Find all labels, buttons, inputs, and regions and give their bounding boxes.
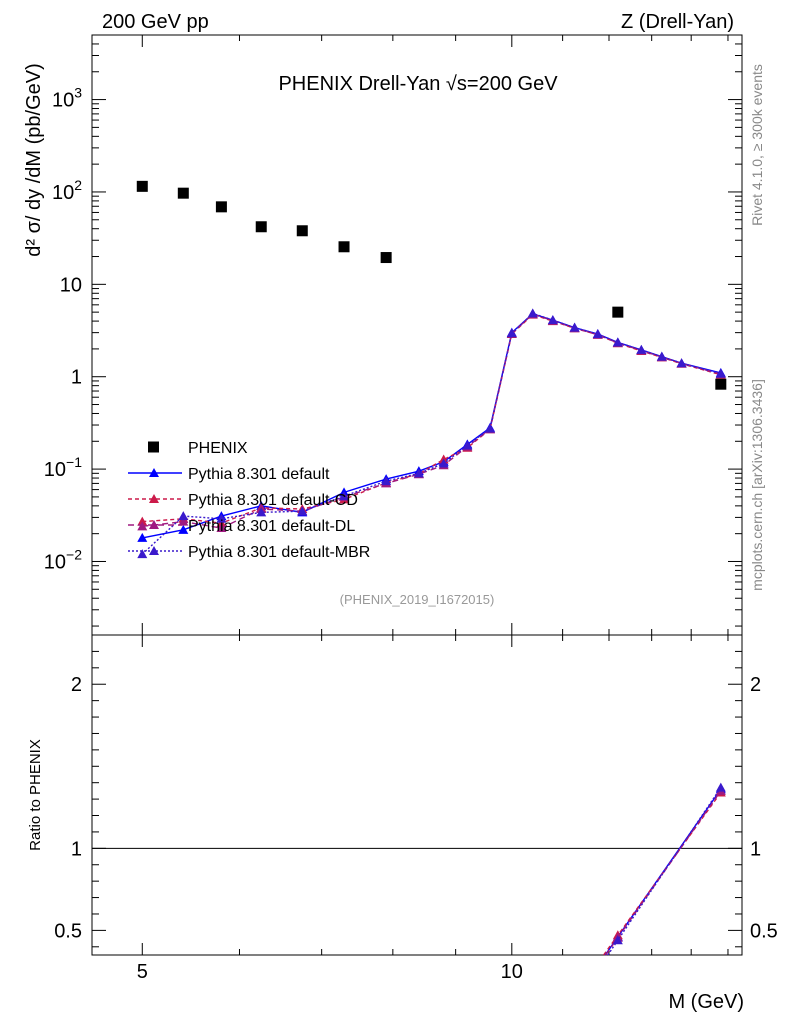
- phenix-data-marker: [215, 201, 227, 213]
- mc-series-marker: [178, 524, 189, 534]
- ratio-tick-label-left: 0.5: [54, 920, 82, 942]
- legend-label: Pythia 8.301 default-DL: [188, 518, 355, 535]
- legend-marker: [149, 494, 159, 503]
- mc-series-marker: [216, 513, 227, 523]
- legend-label: Pythia 8.301 default: [188, 466, 330, 483]
- y-tick-base: 10: [44, 551, 66, 573]
- legend-label: PHENIX: [188, 440, 248, 457]
- ratio-y-axis-label: Ratio to PHENIX: [27, 739, 44, 851]
- plot-title-prefix: PHENIX Drell-Yan: [278, 73, 445, 95]
- analysis-tag: (PHENIX_2019_I1672015): [340, 592, 495, 607]
- mc-series-marker: [178, 516, 189, 526]
- mc-series-marker: [413, 468, 424, 478]
- phenix-data-marker: [338, 241, 350, 253]
- mc-series-marker: [297, 506, 308, 516]
- header-process-label: Z (Drell-Yan): [621, 11, 734, 33]
- mc-series-marker: [547, 315, 558, 325]
- mc-series-marker: [216, 523, 227, 533]
- mc-series-marker: [137, 516, 148, 526]
- mc-series-marker: [676, 358, 687, 368]
- ratio-axis-ticks: 0.5 0.5 1 1 2 2: [54, 650, 778, 948]
- ratio-series-marker: [612, 935, 623, 945]
- mc-series-marker: [438, 458, 449, 468]
- phenix-data-marker: [612, 306, 624, 318]
- legend-marker: [149, 468, 159, 477]
- mc-series-marker: [656, 351, 667, 361]
- legend-label: Pythia 8.301 default-CD: [188, 492, 358, 509]
- mc-series-marker: [462, 440, 473, 450]
- y-tick-exponent: 2: [74, 177, 82, 193]
- plot-title-suffix: =200 GeV: [467, 73, 558, 95]
- y-axis-label: d² σ/ dy /dM (pb/GeV): [23, 63, 45, 257]
- phenix-data-marker: [136, 180, 148, 192]
- mc-series-marker: [137, 549, 148, 559]
- mc-series-marker: [715, 368, 726, 378]
- rivet-version-label: Rivet 4.1.0, ≥ 300k events: [749, 64, 765, 226]
- mc-series-marker: [569, 322, 580, 332]
- mc-series-marker: [381, 476, 392, 486]
- y-tick-base: 1: [71, 367, 82, 389]
- y-tick-base: 10: [44, 459, 66, 481]
- mc-series-group: [137, 308, 726, 559]
- mc-series-marker: [178, 511, 189, 521]
- mc-series-marker: [339, 491, 350, 501]
- plot-title-sqrt: √s: [446, 73, 467, 95]
- plot-title: PHENIX Drell-Yan √s=200 GeV: [278, 73, 558, 95]
- legend-marker: [149, 520, 159, 529]
- y-tick-exponent: −2: [66, 546, 82, 562]
- mc-series-marker: [636, 344, 647, 354]
- legend-marker-phenix: [148, 441, 159, 453]
- mc-series-line-3: [141, 312, 721, 555]
- legend: PHENIX Pythia 8.301 default Pythia 8.301 d…: [128, 440, 370, 561]
- y-tick-exponent: −1: [66, 454, 82, 470]
- legend-label: Pythia 8.301 default-MBR: [188, 544, 370, 561]
- ratio-tick-label-right: 1: [750, 838, 761, 860]
- mc-series-marker: [137, 532, 148, 542]
- phenix-data-marker: [255, 221, 267, 233]
- y-tick-label: 1: [71, 367, 82, 389]
- y-tick-exponent: 3: [74, 85, 82, 101]
- y-tick-label: 102: [52, 177, 82, 204]
- x-tick-label: 5: [137, 961, 148, 983]
- mc-series-marker: [506, 328, 517, 338]
- mc-series-marker: [485, 423, 496, 433]
- mc-series-marker: [612, 337, 623, 347]
- ratio-tick-label-right: 2: [750, 674, 761, 696]
- phenix-data-points: [136, 180, 727, 390]
- y-tick-base: 10: [60, 274, 82, 296]
- ratio-tick-label-left: 2: [71, 674, 82, 696]
- phenix-data-marker: [177, 187, 189, 199]
- phenix-data-marker: [380, 252, 392, 264]
- mcplots-label: mcplots.cern.ch [arXiv:1306.3436]: [749, 379, 765, 591]
- y-tick-label: 103: [52, 85, 82, 112]
- y-tick-label: 10−2: [44, 546, 82, 573]
- ratio-plot-frame: [91, 634, 743, 956]
- mc-series-marker: [137, 521, 148, 531]
- y-tick-base: 10: [52, 90, 74, 112]
- x-axis-label: M (GeV): [668, 991, 744, 1013]
- y-tick-label: 10: [60, 274, 82, 296]
- x-axis-ticks: 5 10: [137, 35, 729, 983]
- mc-series-marker: [256, 507, 267, 517]
- mc-series-marker: [592, 328, 603, 338]
- x-tick-label: 10: [501, 961, 523, 983]
- legend-marker: [149, 546, 159, 555]
- header-energy-label: 200 GeV pp: [102, 11, 209, 33]
- ratio-series-marker: [715, 782, 726, 792]
- ratio-series-line-2: [605, 790, 722, 956]
- y-tick-label: 10−1: [44, 454, 82, 481]
- phenix-data-marker: [715, 378, 727, 390]
- mc-series-marker: [527, 308, 538, 318]
- y-tick-base: 10: [52, 182, 74, 204]
- ratio-series-group: [603, 782, 726, 956]
- phenix-data-marker: [296, 225, 308, 237]
- ratio-tick-label-right: 0.5: [750, 920, 778, 942]
- ratio-tick-label-left: 1: [71, 838, 82, 860]
